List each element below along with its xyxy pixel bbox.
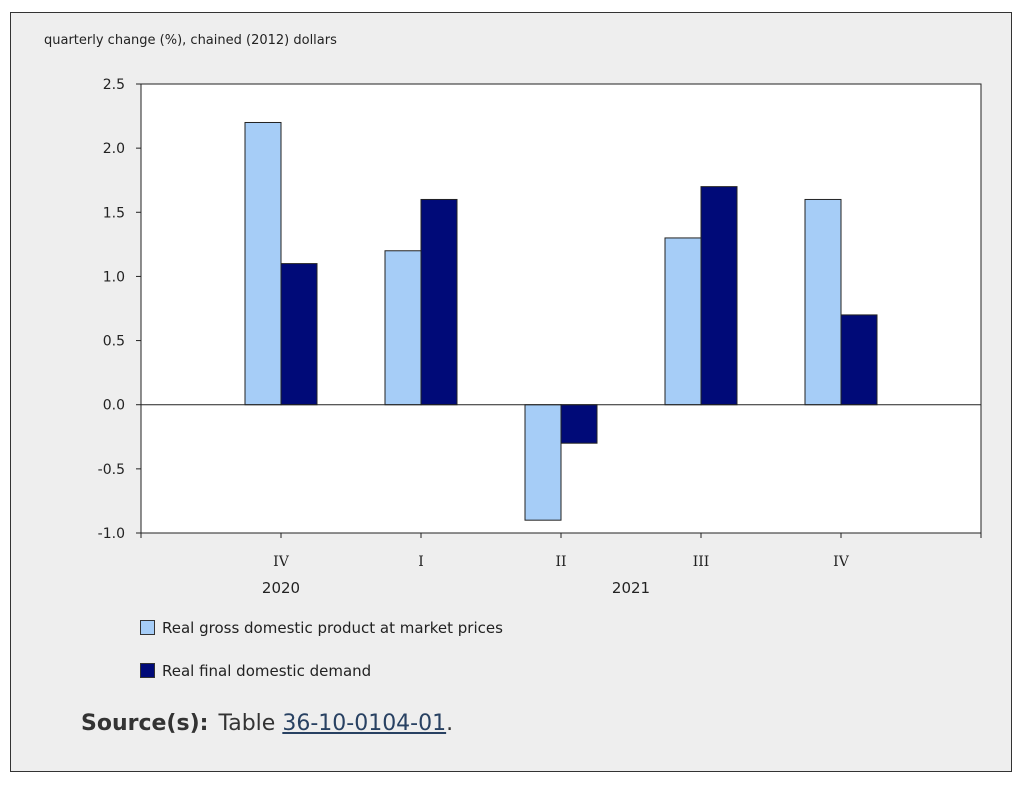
bar-gdp-0 (244, 121, 282, 406)
y-tick-label-6: -0.5 (98, 462, 125, 478)
bar-gdp-4 (804, 198, 842, 406)
x-category-label-2: II (555, 554, 566, 570)
bar-gdp-1 (384, 250, 422, 406)
y-tick-label-5: 0.0 (103, 398, 125, 414)
x-category-label-4: IV (833, 554, 850, 570)
source-line: Source(s): Table 36-10-0104-01. (81, 711, 453, 736)
source-suffix: . (446, 711, 454, 736)
y-tick-label-2: 1.5 (103, 205, 125, 221)
legend-item-demand: Real final domestic demand (140, 662, 371, 680)
x-year-label-0: 2020 (262, 579, 300, 597)
source-prefix: Table (218, 711, 283, 736)
y-tick-label-0: 2.5 (103, 77, 125, 93)
bar-demand-1 (420, 198, 458, 406)
legend-label-demand: Real final domestic demand (162, 662, 372, 680)
bar-chart: 2.52.01.51.00.50.0-0.5-1.0IV I II III IV2020… (98, 77, 982, 597)
bar-demand-3 (700, 186, 738, 406)
x-category-label-3: III (693, 554, 710, 570)
y-tick-label-3: 1.0 (103, 269, 125, 285)
bar-gdp-2 (524, 404, 562, 521)
y-tick-label-4: 0.5 (103, 334, 125, 350)
y-axis-unit-label: quarterly change (%), chained (2012) dol… (44, 33, 337, 48)
y-tick-label-7: -1.0 (98, 526, 125, 542)
legend-item-gdp: Real gross domestic product at market pr… (140, 619, 503, 637)
legend-label-gdp: Real gross domestic product at market pr… (162, 619, 503, 637)
x-category-label-0: IV (273, 554, 290, 570)
legend-swatch-demand (140, 663, 155, 678)
bar-demand-0 (280, 263, 318, 406)
bar-gdp-3 (664, 237, 702, 406)
legend-swatch-gdp (140, 620, 155, 635)
chart-frame: quarterly change (%), chained (2012) dol… (10, 12, 1012, 772)
y-tick-label-1: 2.0 (103, 141, 125, 157)
x-year-label-1: 2021 (612, 579, 650, 597)
source-table-link[interactable]: 36-10-0104-01 (282, 711, 447, 736)
bar-demand-2 (560, 404, 598, 444)
x-category-label-1: I (418, 554, 424, 570)
source-label: Source(s): (81, 711, 209, 736)
bar-demand-4 (840, 314, 878, 406)
